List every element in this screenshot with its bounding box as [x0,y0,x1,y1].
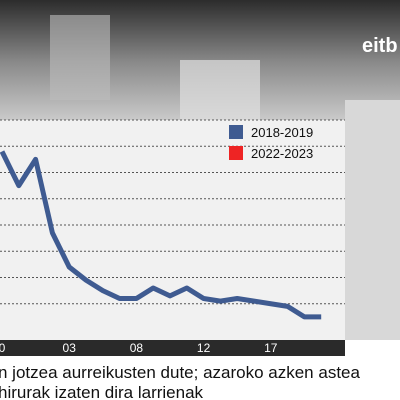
legend-label: 2022-2023 [251,146,313,161]
legend-label: 2018-2019 [251,125,313,140]
logo: eitb [362,35,398,57]
x-tick-label: 03 [63,341,77,355]
data-line [0,150,322,320]
x-tick-label: 0 [0,341,6,355]
photo-object [180,60,260,120]
background-photo [345,100,400,340]
x-axis-band [0,340,345,356]
x-tick-label: 08 [130,341,144,355]
caption-line: hirurak izaten dira larrienak [0,383,204,400]
caption-line: n jotzea aurreikusten dute; azaroko azke… [0,363,360,382]
x-tick-label: 17 [264,341,278,355]
legend-swatch [229,146,243,160]
plot: 0 03 08 12 17 2018-2019 2022-2023 [0,119,345,355]
photo-object [50,15,110,100]
caption-band [0,356,400,400]
legend-swatch [229,125,243,139]
x-tick-label: 12 [197,341,211,355]
